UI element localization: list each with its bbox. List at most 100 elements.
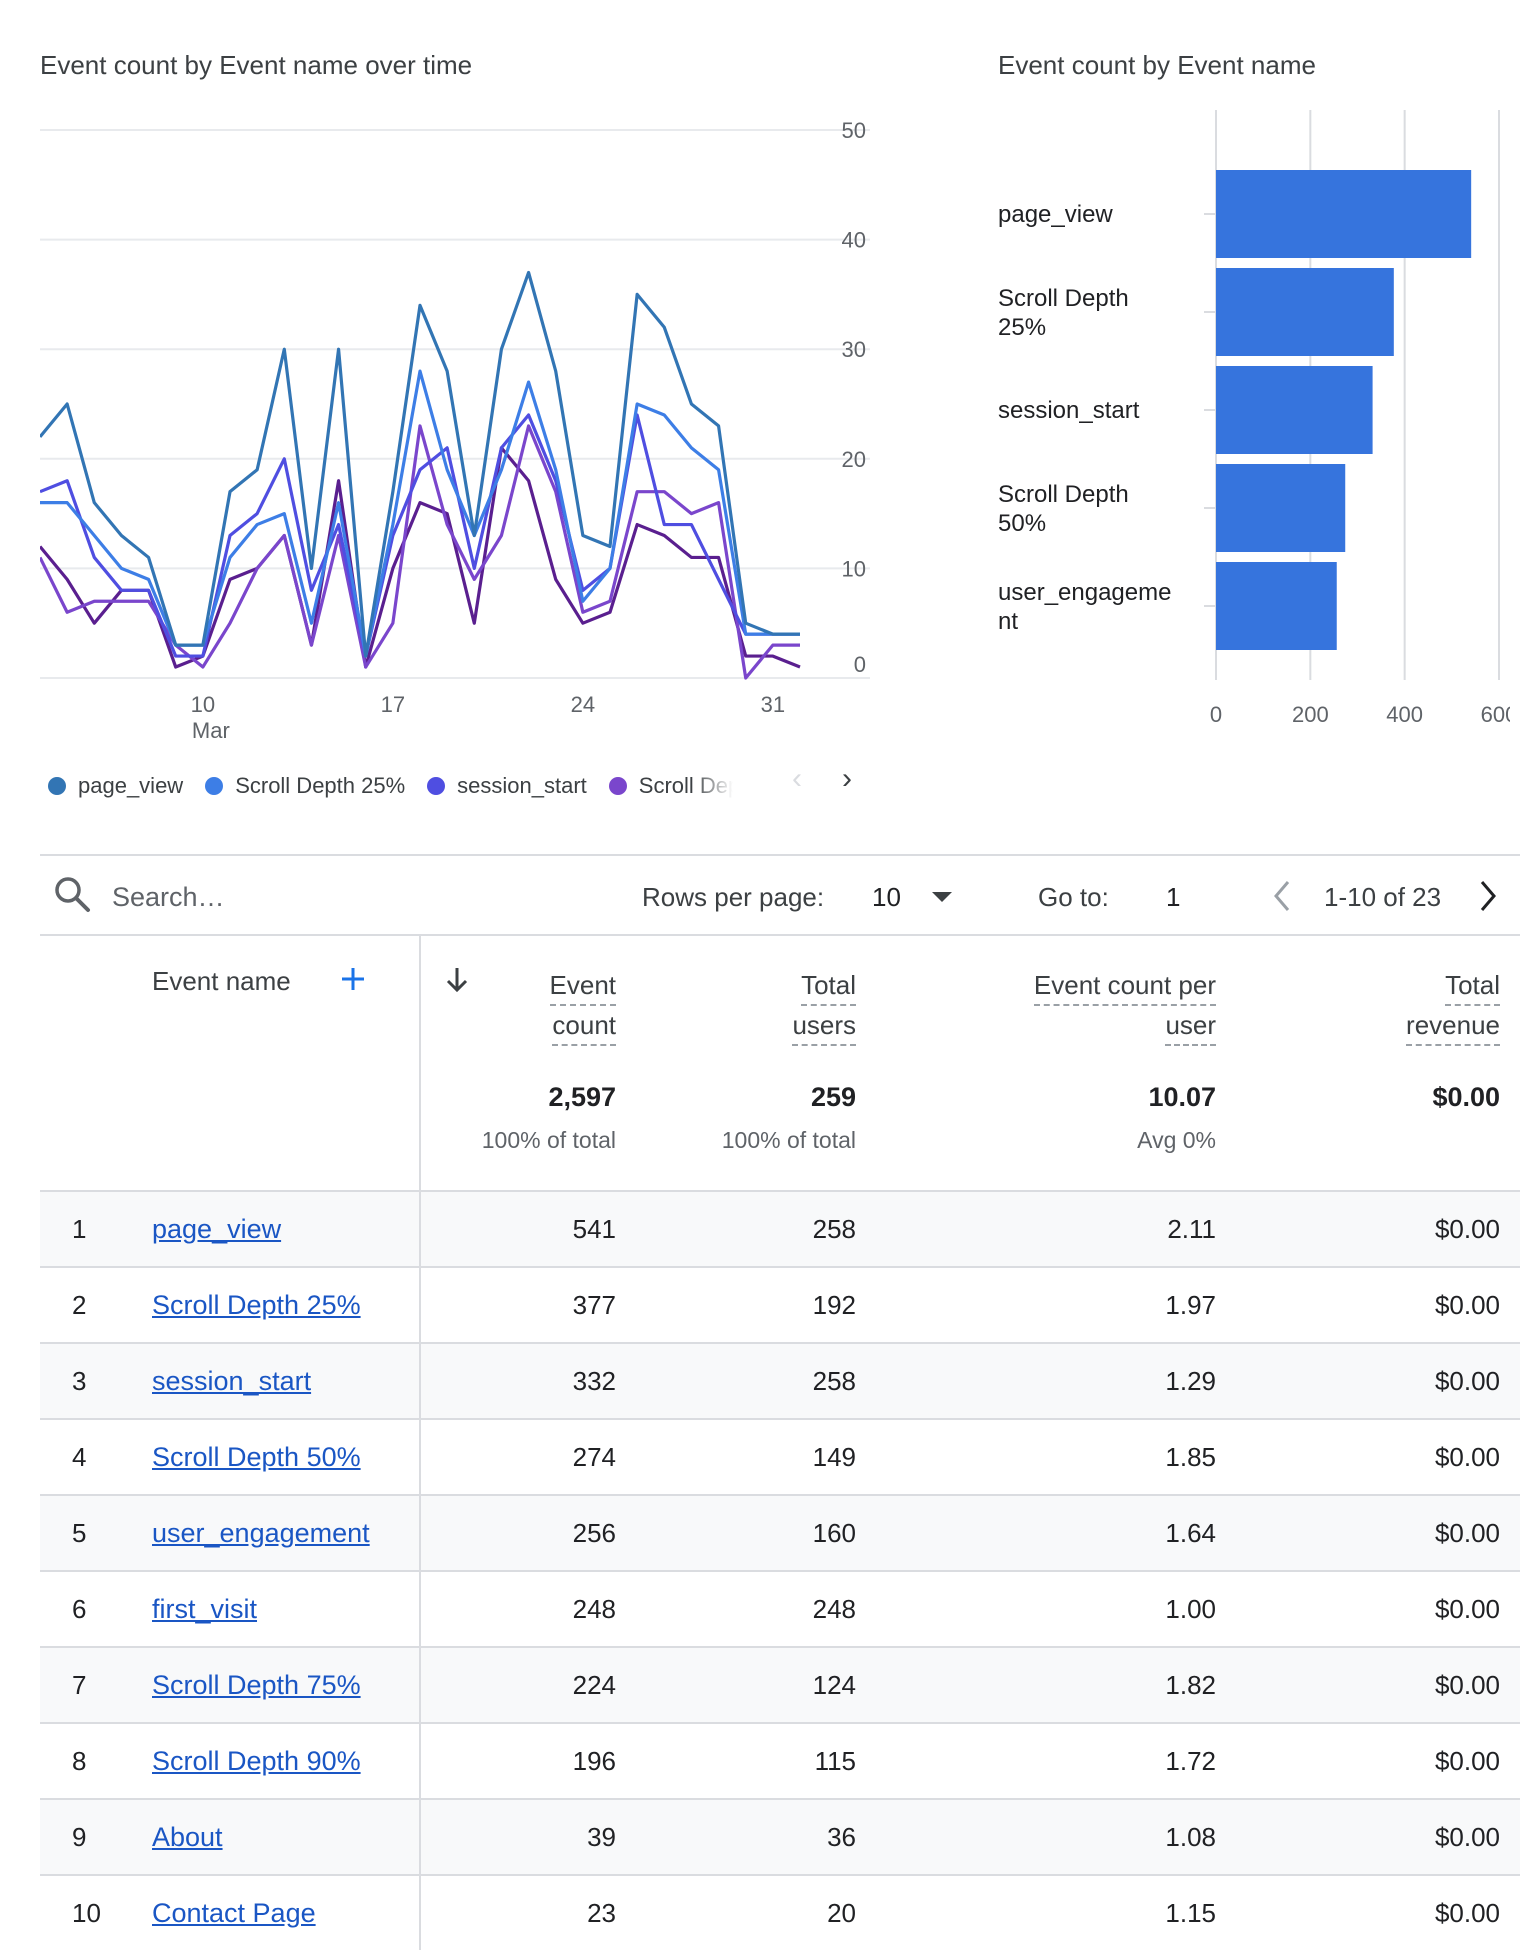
event-name-link[interactable]: About xyxy=(152,1821,223,1852)
row-rank: 10 xyxy=(40,1874,150,1950)
table-header-row: Event name Event count xyxy=(40,936,1520,1046)
bar-0[interactable] xyxy=(1216,170,1472,258)
table-row[interactable]: 3 session_start 332 258 1.29 $0.00 xyxy=(40,1342,1521,1419)
legend-item-session-start[interactable]: session_start xyxy=(427,773,587,799)
legend-label: session_start xyxy=(457,773,587,798)
line-series-4[interactable] xyxy=(40,446,801,669)
total-users-sub: 100% of total xyxy=(721,1127,857,1153)
table-row[interactable]: 7 Scroll Depth 75% 224 124 1.82 $0.00 xyxy=(40,1646,1521,1723)
cell-event-count: 23 xyxy=(420,1874,631,1950)
legend-dot-icon xyxy=(608,777,627,795)
event-name-header[interactable]: Event name xyxy=(152,966,291,996)
add-dimension-plus-icon[interactable] xyxy=(340,966,366,992)
table-row[interactable]: 2 Scroll Depth 25% 377 192 1.97 $0.00 xyxy=(40,1266,1521,1343)
total-revenue-header[interactable]: Total revenue xyxy=(1230,966,1520,1046)
table-row[interactable]: 8 Scroll Depth 90% 196 115 1.72 $0.00 xyxy=(40,1722,1521,1799)
cell-per-user: 1.82 xyxy=(870,1646,1231,1723)
row-rank: 8 xyxy=(40,1722,150,1799)
event-count-per-user-header[interactable]: Event count per user xyxy=(870,966,1230,1046)
row-rank: 9 xyxy=(40,1798,150,1875)
line-series-1[interactable] xyxy=(40,369,800,658)
cell-total-users: 149 xyxy=(630,1418,871,1495)
x-tick-sublabel: Mar xyxy=(192,718,230,743)
line-chart-title: Event count by Event name over time xyxy=(40,50,473,80)
cell-per-user: 1.29 xyxy=(870,1342,1231,1419)
row-rank: 4 xyxy=(40,1418,150,1495)
cell-event-count: 256 xyxy=(420,1494,631,1571)
cell-total-users: 36 xyxy=(630,1798,871,1875)
table-row[interactable]: 4 Scroll Depth 50% 274 149 1.85 $0.00 xyxy=(40,1418,1521,1495)
bar-2[interactable] xyxy=(1216,366,1373,454)
event-name-link[interactable]: first_visit xyxy=(152,1593,258,1624)
legend-next-chevron-right-icon[interactable]: › xyxy=(842,762,852,795)
event-name-link[interactable]: page_view xyxy=(152,1213,282,1244)
table-row[interactable]: 1 page_view 541 258 2.11 $0.00 xyxy=(40,1190,1521,1267)
prev-page-chevron-left-icon[interactable] xyxy=(1270,878,1294,914)
header-line: users xyxy=(792,1006,857,1046)
event-name-link[interactable]: session_start xyxy=(152,1365,312,1396)
cell-event-count: 39 xyxy=(420,1798,631,1875)
legend-label: page_view xyxy=(78,773,184,798)
line-series-2[interactable] xyxy=(40,413,800,658)
bar-3[interactable] xyxy=(1216,464,1346,552)
cell-revenue: $0.00 xyxy=(1230,1874,1521,1950)
legend-item-page-view[interactable]: page_view xyxy=(48,773,183,799)
event-name-link[interactable]: Scroll Depth 90% xyxy=(152,1745,361,1776)
event-name-link[interactable]: Scroll Depth 25% xyxy=(152,1289,361,1320)
bar-category-label: nt xyxy=(998,608,1018,635)
cell-per-user: 1.85 xyxy=(870,1418,1231,1495)
goto-label: Go to: xyxy=(1038,882,1109,912)
event-name-link[interactable]: Scroll Depth 75% xyxy=(152,1669,361,1700)
cell-revenue: $0.00 xyxy=(1230,1722,1521,1799)
event-count-header[interactable]: Event count xyxy=(421,966,630,1046)
table-row[interactable]: 9 About 39 36 1.08 $0.00 xyxy=(40,1798,1521,1875)
legend-dot-icon xyxy=(48,777,66,795)
table-toolbar: Rows per page: 10 Go to: 1 1-10 of 23 xyxy=(40,856,1520,936)
legend-item-scroll-depth-25[interactable]: Scroll Depth 25% xyxy=(205,773,405,799)
cell-per-user: 2.11 xyxy=(870,1190,1231,1267)
x-tick-label: 600 xyxy=(1481,702,1510,727)
cell-event-count: 377 xyxy=(420,1266,631,1343)
event-name-link[interactable]: user_engagement xyxy=(152,1517,370,1548)
table-top-divider xyxy=(40,854,1520,856)
cell-per-user: 1.08 xyxy=(870,1798,1231,1875)
chevron-down-icon[interactable] xyxy=(932,892,952,902)
table-row[interactable]: 5 user_engagement 256 160 1.64 $0.00 xyxy=(40,1494,1521,1571)
y-tick-label: 50 xyxy=(842,118,866,143)
bar-1[interactable] xyxy=(1216,268,1394,356)
total-users-value: 259 xyxy=(810,1082,857,1112)
header-line: Total xyxy=(801,966,857,1006)
goto-page-input[interactable]: 1 xyxy=(1166,882,1181,912)
next-page-chevron-right-icon[interactable] xyxy=(1476,878,1500,914)
cell-event-count: 196 xyxy=(420,1722,631,1799)
total-per-user-value: 10.07 xyxy=(1148,1082,1217,1112)
search-icon[interactable] xyxy=(52,874,92,914)
legend-prev-chevron-left-icon[interactable]: ‹ xyxy=(792,762,802,795)
cell-per-user: 1.97 xyxy=(870,1266,1231,1343)
toolbar-bottom-divider xyxy=(40,934,1520,936)
cell-total-users: 258 xyxy=(630,1342,871,1419)
legend-dot-icon xyxy=(205,777,224,795)
event-name-link[interactable]: Scroll Depth 50% xyxy=(152,1441,361,1472)
x-tick-label: 0 xyxy=(1210,702,1222,727)
bar-chart-title: Event count by Event name xyxy=(998,50,1316,80)
cell-revenue: $0.00 xyxy=(1230,1570,1521,1647)
header-line: Total xyxy=(1445,966,1501,1006)
line-chart-legend: page_view Scroll Depth 25% session_start… xyxy=(48,768,868,804)
cell-revenue: $0.00 xyxy=(1230,1494,1521,1571)
search-input[interactable] xyxy=(110,876,514,918)
total-users-header[interactable]: Total users xyxy=(630,966,870,1046)
rows-per-page-select[interactable]: 10 xyxy=(872,882,901,912)
sort-arrow-down-icon[interactable] xyxy=(445,966,469,994)
table-row[interactable]: 10 Contact Page 23 20 1.15 $0.00 xyxy=(40,1874,1521,1950)
event-name-link[interactable]: Contact Page xyxy=(152,1897,316,1928)
bar-category-label: 25% xyxy=(998,314,1046,341)
bar-category-label: session_start xyxy=(998,397,1140,424)
line-series-0[interactable] xyxy=(40,270,800,658)
events-table: Event name Event count xyxy=(40,936,1521,1950)
bar-4[interactable] xyxy=(1216,562,1337,650)
table-row[interactable]: 6 first_visit 248 248 1.00 $0.00 xyxy=(40,1570,1521,1647)
legend-item-scroll-depth-50[interactable]: Scroll Depth 50% xyxy=(608,773,733,799)
